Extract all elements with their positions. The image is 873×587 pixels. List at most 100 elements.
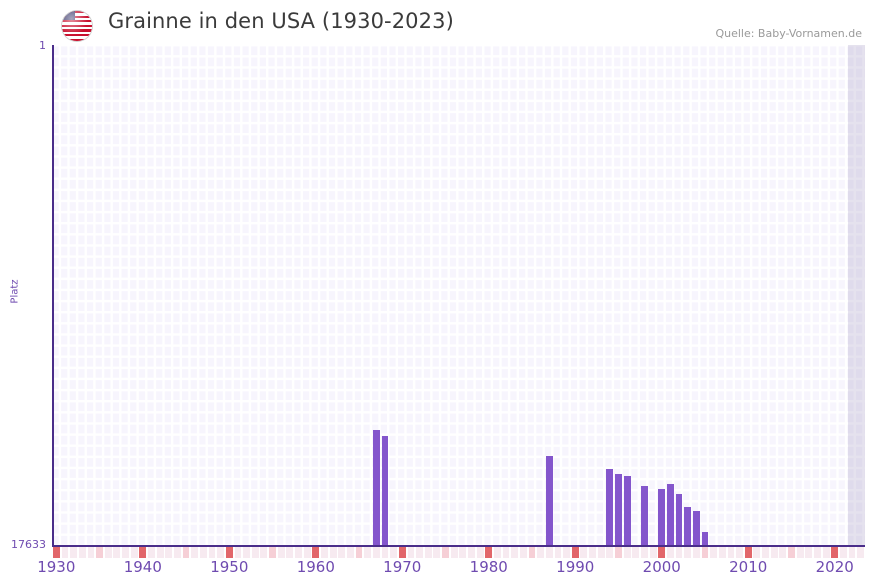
year-tick-1976: [450, 547, 458, 558]
year-tick-1954: [260, 547, 268, 558]
year-tick-2013: [770, 547, 778, 558]
year-tick-2004: [692, 547, 700, 558]
year-tick-2014: [779, 547, 787, 558]
year-tick-2005: [701, 547, 709, 558]
year-tick-1978: [468, 547, 475, 558]
year-tick-2000: [658, 547, 666, 558]
bar-2002: [675, 494, 683, 546]
year-tick-1980: [485, 547, 493, 558]
year-tick-1935: [96, 547, 103, 558]
year-tick-1940: [139, 547, 147, 558]
year-tick-2012: [762, 547, 769, 558]
x-axis-line: [52, 545, 865, 547]
year-tick-2001: [666, 547, 674, 558]
year-tick-1939: [130, 547, 138, 558]
year-tick-1982: [502, 547, 510, 558]
year-tick-2011: [753, 547, 761, 558]
year-tick-1960: [312, 547, 320, 558]
year-tick-1999: [649, 547, 657, 558]
year-tick-1944: [173, 547, 181, 558]
year-tick-1990: [571, 547, 579, 558]
year-tick-1936: [104, 547, 112, 558]
year-tick-1986: [537, 547, 545, 558]
x-axis-label-1960: 1960: [296, 558, 335, 576]
bar-1996: [623, 476, 631, 546]
year-tick-1987: [545, 547, 553, 558]
year-tick-1931: [61, 547, 69, 558]
x-axis-label-1950: 1950: [210, 558, 249, 576]
year-tick-1953: [251, 547, 259, 558]
year-tick-1992: [589, 547, 596, 558]
year-tick-1968: [381, 547, 389, 558]
year-tick-2019: [822, 547, 830, 558]
year-tick-1994: [606, 547, 614, 558]
year-tick-1984: [519, 547, 527, 558]
chart-header: Grainne in den USA (1930-2023) Quelle: B…: [0, 0, 873, 45]
y-axis-line: [52, 45, 54, 546]
year-tick-2006: [710, 547, 718, 558]
year-tick-1956: [277, 547, 285, 558]
year-tick-1943: [165, 547, 173, 558]
year-tick-2009: [736, 547, 743, 558]
year-tick-1959: [303, 547, 311, 558]
year-tick-1950: [225, 547, 233, 558]
x-axis-label-2020: 2020: [815, 558, 854, 576]
y-axis-top-label: 1: [39, 39, 46, 52]
year-tick-1964: [346, 547, 354, 558]
year-tick-1947: [199, 547, 207, 558]
page-title: Grainne in den USA (1930-2023): [108, 9, 454, 33]
plot-area: [52, 45, 865, 546]
x-axis-label-1990: 1990: [556, 558, 595, 576]
x-axis-label-1980: 1980: [469, 558, 508, 576]
x-axis-year-ticks: [52, 547, 865, 558]
year-tick-1955: [269, 547, 276, 558]
year-tick-1934: [87, 547, 95, 558]
year-tick-1958: [295, 547, 302, 558]
year-tick-1951: [234, 547, 242, 558]
bar-1968: [381, 435, 389, 546]
x-axis-label-1940: 1940: [123, 558, 162, 576]
year-tick-1938: [122, 547, 129, 558]
year-tick-1962: [329, 547, 337, 558]
x-axis-label-2000: 2000: [642, 558, 681, 576]
year-tick-1995: [615, 547, 622, 558]
year-tick-2023: [857, 547, 865, 558]
y-axis-title: Platz: [9, 279, 21, 304]
source-attribution: Quelle: Baby-Vornamen.de: [715, 27, 862, 40]
year-tick-2021: [839, 547, 847, 558]
year-tick-1961: [321, 547, 328, 558]
year-tick-2022: [848, 547, 856, 558]
bar-1998: [641, 486, 648, 546]
year-tick-1996: [623, 547, 631, 558]
year-tick-1989: [563, 547, 571, 558]
year-tick-1977: [459, 547, 467, 558]
year-tick-1985: [528, 547, 536, 558]
year-tick-1966: [364, 547, 372, 558]
year-tick-1942: [156, 547, 164, 558]
year-tick-2017: [805, 547, 813, 558]
year-tick-1930: [52, 547, 60, 558]
bar-1967: [372, 429, 380, 546]
bar-2004: [692, 511, 700, 546]
year-tick-1970: [398, 547, 406, 558]
year-tick-1952: [243, 547, 251, 558]
y-axis-bottom-label: 17633: [11, 538, 46, 551]
year-tick-1957: [286, 547, 294, 558]
year-tick-1933: [78, 547, 86, 558]
year-tick-1993: [597, 547, 605, 558]
bar-1995: [615, 474, 622, 546]
year-tick-2008: [727, 547, 735, 558]
bar-2000: [658, 488, 666, 546]
x-axis-label-2010: 2010: [729, 558, 768, 576]
year-tick-1998: [641, 547, 648, 558]
year-tick-1983: [511, 547, 519, 558]
bar-2001: [666, 484, 674, 546]
bar-2005: [701, 532, 709, 546]
year-tick-1937: [113, 547, 121, 558]
bar-2003: [684, 507, 692, 546]
year-tick-2018: [814, 547, 821, 558]
us-flag-icon: [62, 11, 92, 41]
year-tick-2010: [744, 547, 752, 558]
year-tick-1979: [476, 547, 484, 558]
